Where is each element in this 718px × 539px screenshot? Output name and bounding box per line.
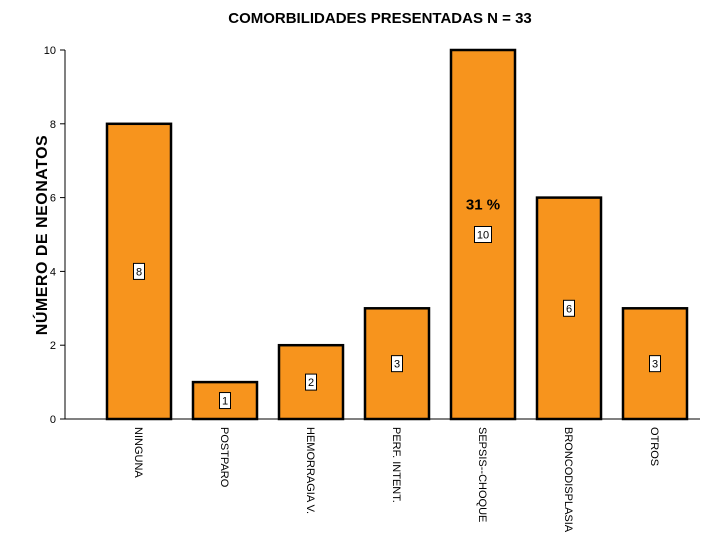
- data-label-box: [133, 262, 145, 280]
- data-label: 2: [308, 377, 314, 389]
- category-label: HEMORRAGIA V.: [304, 427, 316, 514]
- y-tick-label: 4: [50, 266, 56, 278]
- data-labels: 8 1 2 3 10 6 3: [133, 226, 661, 410]
- category-label: OTROS: [648, 427, 660, 466]
- y-axis-label: NÚMERO DE NEONATOS: [32, 135, 51, 335]
- data-label-box: [391, 355, 403, 373]
- bar-postparo: [191, 380, 259, 421]
- data-label: 6: [566, 303, 572, 315]
- data-label-box: [563, 299, 575, 317]
- data-label-box: [219, 392, 231, 410]
- y-tick-label: 0: [50, 414, 56, 426]
- y-axis-ticks: 0 2 4 6 8 10: [44, 45, 65, 426]
- annotations: 31 %: [466, 197, 500, 214]
- percentage-annotation: 31 %: [466, 197, 500, 214]
- data-label: 3: [394, 359, 400, 371]
- data-label: 10: [477, 230, 489, 242]
- data-label-box: [305, 373, 317, 391]
- y-tick-label: 2: [50, 340, 56, 352]
- chart-title: COMORBILIDADES PRESENTADAS N = 33: [228, 10, 532, 27]
- y-tick-label: 6: [50, 193, 56, 205]
- category-label: PERF. INTENT.: [390, 427, 402, 503]
- category-label: NINGUNA: [132, 427, 144, 478]
- y-tick-label: 10: [44, 45, 56, 57]
- category-labels: NINGUNA POSTPARO HEMORRAGIA V. PERF. INTENT…: [132, 427, 660, 533]
- data-label-box: [649, 355, 661, 373]
- category-label: SEPSIS--CHOQUE: [476, 427, 488, 522]
- data-label: 3: [652, 359, 658, 371]
- category-label: BRONCODISPLASIA: [562, 427, 574, 533]
- data-label: 8: [136, 266, 142, 278]
- category-label: POSTPARO: [218, 427, 230, 488]
- y-tick-label: 8: [50, 119, 56, 131]
- data-label-box: [474, 226, 492, 243]
- data-label: 1: [222, 396, 228, 408]
